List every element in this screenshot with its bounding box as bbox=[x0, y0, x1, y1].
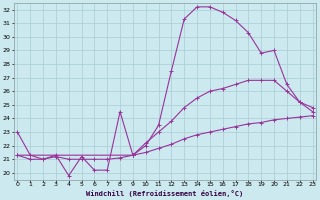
X-axis label: Windchill (Refroidissement éolien,°C): Windchill (Refroidissement éolien,°C) bbox=[86, 190, 244, 197]
